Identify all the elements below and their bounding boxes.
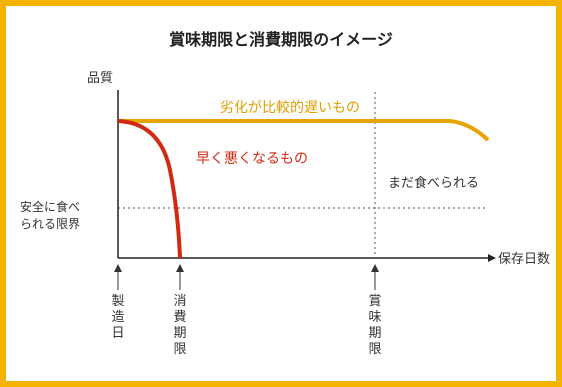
fast-curve-label: 早く悪くなるもの bbox=[196, 151, 308, 167]
marker-best-before-label: 賞味期限 bbox=[368, 294, 381, 357]
slow-curve-label: 劣化が比較的遅いもの bbox=[220, 100, 360, 116]
threshold-label-line2: られる限界 bbox=[20, 217, 80, 231]
still-edible-label: まだ食べられる bbox=[388, 175, 479, 191]
x-axis-label: 保存日数 bbox=[498, 252, 550, 267]
slow-degrade-curve bbox=[118, 119, 490, 142]
up-arrow-icon bbox=[114, 264, 122, 272]
x-axis-arrow-icon bbox=[488, 254, 496, 262]
threshold-label-line1: 安全に食べ bbox=[20, 199, 80, 214]
y-axis-label: 品質 bbox=[87, 71, 113, 86]
up-arrow-icon bbox=[176, 264, 184, 272]
marker-consume-by: 消費期限 bbox=[173, 264, 187, 357]
marker-best-before: 賞味期限 bbox=[368, 264, 382, 357]
up-arrow-icon bbox=[371, 264, 379, 272]
marker-manufacture-label: 製造日 bbox=[111, 294, 124, 341]
marker-manufacture: 製造日 bbox=[111, 264, 125, 341]
marker-consume-by-label: 消費期限 bbox=[173, 294, 186, 357]
diagram-title: 賞味期限と消費期限のイメージ bbox=[169, 30, 393, 49]
fast-degrade-curve bbox=[117, 119, 182, 259]
